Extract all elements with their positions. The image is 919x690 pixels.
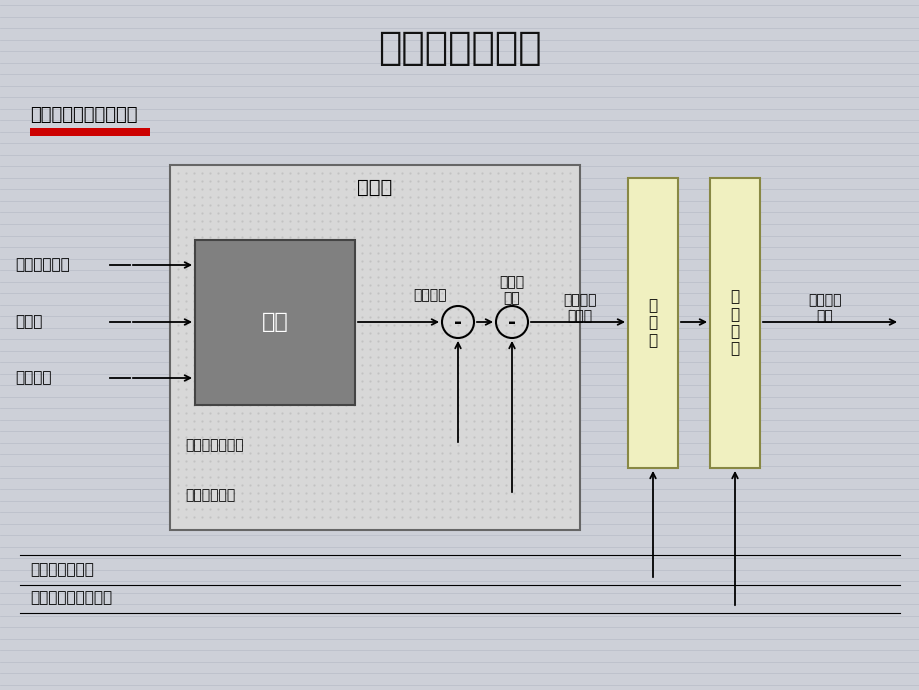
Text: 内燃机: 内燃机 bbox=[357, 177, 392, 197]
Text: 燃烧: 燃烧 bbox=[261, 313, 288, 333]
Bar bbox=[170, 165, 579, 530]
Text: 车轮可用
扭矩: 车轮可用 扭矩 bbox=[808, 293, 841, 323]
Bar bbox=[30, 128, 150, 136]
Text: 燃料量: 燃料量 bbox=[15, 315, 42, 330]
Text: 发动机
扭矩: 发动机 扭矩 bbox=[499, 275, 524, 305]
Text: 扭矩结构的理论模型：: 扭矩结构的理论模型： bbox=[30, 106, 137, 124]
Text: 燃烧扭矩: 燃烧扭矩 bbox=[413, 288, 447, 302]
Text: 变
速
差
动: 变 速 差 动 bbox=[730, 289, 739, 357]
Text: 基于扭矩的模型: 基于扭矩的模型 bbox=[378, 29, 541, 67]
Text: 泵气与摩擦损失: 泵气与摩擦损失 bbox=[185, 438, 244, 452]
Text: -: - bbox=[507, 313, 516, 331]
Text: 辅助系统损失: 辅助系统损失 bbox=[185, 488, 235, 502]
Text: 变速与齿轮放大损失: 变速与齿轮放大损失 bbox=[30, 591, 112, 606]
Text: 离合与发热损失: 离合与发热损失 bbox=[30, 562, 94, 578]
Bar bbox=[195, 240, 355, 405]
Bar bbox=[628, 178, 677, 468]
Text: -: - bbox=[453, 313, 461, 331]
Text: 离合器可
用扭矩: 离合器可 用扭矩 bbox=[562, 293, 596, 323]
Bar bbox=[709, 178, 759, 468]
Text: 点火提前: 点火提前 bbox=[15, 371, 51, 386]
Text: 新鲜空气充入: 新鲜空气充入 bbox=[15, 257, 70, 273]
Text: 离
合
器: 离 合 器 bbox=[648, 298, 657, 348]
